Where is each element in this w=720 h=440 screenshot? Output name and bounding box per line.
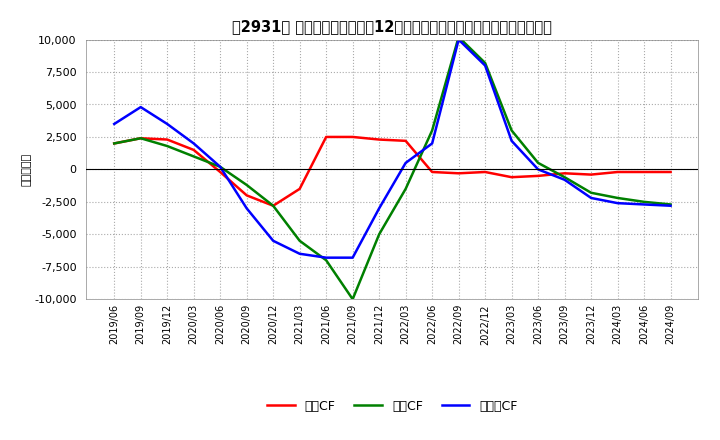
投資CF (534, 160, 542, 165)
フリーCF (481, 63, 490, 68)
投資CF (587, 190, 595, 195)
営業CF (508, 175, 516, 180)
フリーCF (666, 203, 675, 209)
営業CF (322, 134, 330, 139)
フリーCF (454, 37, 463, 42)
投資CF (508, 128, 516, 133)
投資CF (375, 231, 384, 237)
営業CF (428, 169, 436, 175)
Y-axis label: （百万円）: （百万円） (22, 153, 32, 186)
フリーCF (163, 121, 171, 127)
Line: 営業CF: 営業CF (114, 137, 670, 206)
投資CF (560, 175, 569, 180)
営業CF (454, 171, 463, 176)
投資CF (454, 34, 463, 40)
投資CF (163, 143, 171, 149)
営業CF (269, 203, 277, 209)
フリーCF (295, 251, 304, 257)
営業CF (348, 134, 357, 139)
投資CF (243, 182, 251, 187)
フリーCF (110, 121, 119, 127)
フリーCF (136, 104, 145, 110)
フリーCF (613, 201, 622, 206)
営業CF (189, 147, 198, 153)
Title: 【2931】 キャッシュフローの12か月移動合計の対前年同期増減額の推移: 【2931】 キャッシュフローの12か月移動合計の対前年同期増減額の推移 (233, 19, 552, 34)
フリーCF (269, 238, 277, 243)
投資CF (110, 141, 119, 146)
Legend: 営業CF, 投資CF, フリーCF: 営業CF, 投資CF, フリーCF (262, 395, 523, 418)
投資CF (401, 186, 410, 191)
フリーCF (322, 255, 330, 260)
フリーCF (587, 195, 595, 201)
営業CF (640, 169, 649, 175)
営業CF (401, 138, 410, 143)
営業CF (534, 173, 542, 179)
投資CF (428, 128, 436, 133)
フリーCF (401, 160, 410, 165)
投資CF (640, 199, 649, 205)
Line: 投資CF: 投資CF (114, 37, 670, 299)
フリーCF (508, 138, 516, 143)
フリーCF (560, 177, 569, 183)
Line: フリーCF: フリーCF (114, 40, 670, 258)
投資CF (322, 258, 330, 263)
投資CF (348, 297, 357, 302)
フリーCF (534, 167, 542, 172)
投資CF (666, 202, 675, 207)
営業CF (295, 186, 304, 191)
営業CF (163, 137, 171, 142)
営業CF (136, 136, 145, 141)
営業CF (243, 193, 251, 198)
投資CF (613, 195, 622, 201)
投資CF (216, 164, 225, 169)
営業CF (587, 172, 595, 177)
フリーCF (216, 164, 225, 169)
投資CF (481, 60, 490, 66)
営業CF (613, 169, 622, 175)
投資CF (269, 203, 277, 209)
営業CF (216, 169, 225, 175)
フリーCF (375, 206, 384, 211)
フリーCF (189, 141, 198, 146)
フリーCF (640, 202, 649, 207)
営業CF (375, 137, 384, 142)
フリーCF (428, 141, 436, 146)
投資CF (295, 238, 304, 243)
フリーCF (243, 206, 251, 211)
営業CF (110, 141, 119, 146)
営業CF (666, 169, 675, 175)
営業CF (481, 169, 490, 175)
フリーCF (348, 255, 357, 260)
営業CF (560, 171, 569, 176)
投資CF (189, 154, 198, 159)
投資CF (136, 136, 145, 141)
